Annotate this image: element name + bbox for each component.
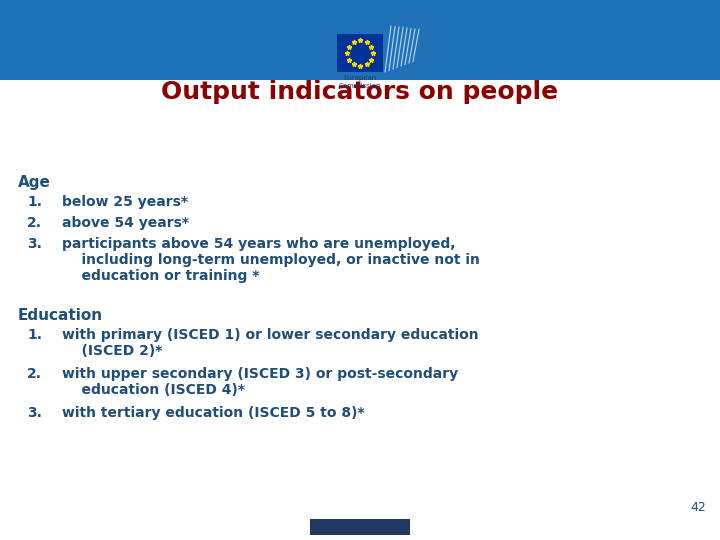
Text: European
Commission: European Commission <box>338 75 382 89</box>
Text: with primary (ISCED 1) or lower secondary education
    (ISCED 2)*: with primary (ISCED 1) or lower secondar… <box>62 328 479 358</box>
Text: with tertiary education (ISCED 5 to 8)*: with tertiary education (ISCED 5 to 8)* <box>62 406 364 420</box>
Bar <box>310 519 410 535</box>
Text: Age: Age <box>18 175 51 190</box>
Text: 2.: 2. <box>27 367 42 381</box>
Text: 42: 42 <box>690 501 706 514</box>
Text: above 54 years*: above 54 years* <box>62 216 189 230</box>
Bar <box>0 0 720 80</box>
Text: 2.: 2. <box>27 216 42 230</box>
Text: 3.: 3. <box>27 406 42 420</box>
Text: Education: Education <box>18 308 103 323</box>
Text: 3.: 3. <box>27 237 42 251</box>
Text: 1.: 1. <box>27 328 42 342</box>
Text: participants above 54 years who are unemployed,
    including long-term unemploy: participants above 54 years who are unem… <box>62 237 480 284</box>
Bar <box>337 34 383 72</box>
Text: with upper secondary (ISCED 3) or post-secondary
    education (ISCED 4)*: with upper secondary (ISCED 3) or post-s… <box>62 367 458 397</box>
Text: below 25 years*: below 25 years* <box>62 195 188 209</box>
Text: Output indicators on people: Output indicators on people <box>161 80 559 104</box>
Text: 1.: 1. <box>27 195 42 209</box>
